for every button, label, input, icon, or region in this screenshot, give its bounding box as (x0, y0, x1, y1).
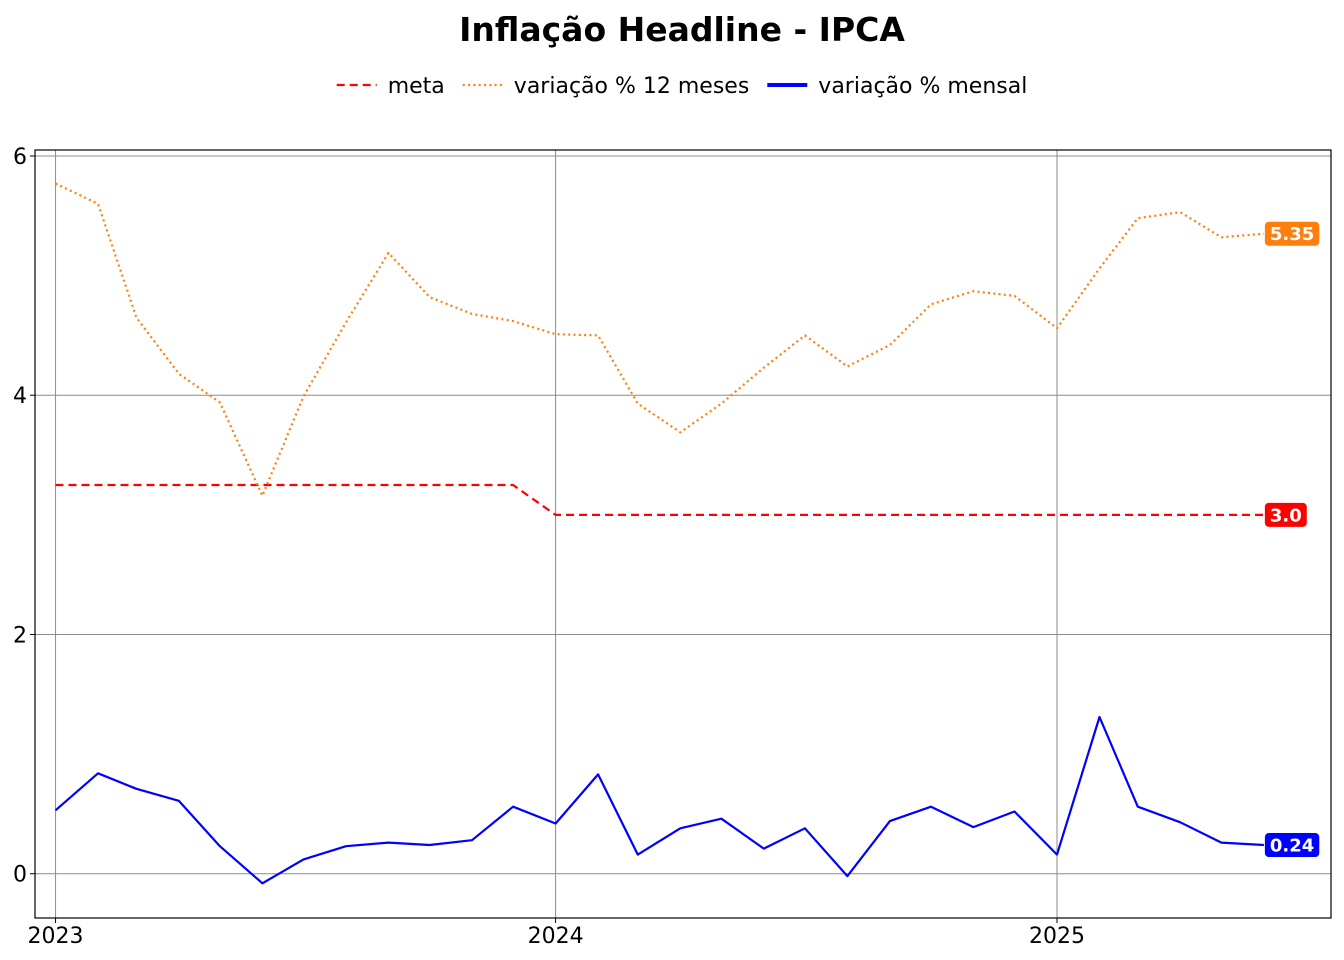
legend-label: variação % 12 meses (514, 74, 749, 99)
axis-ticks: 0 2 4 6 2023 2024 2025 (13, 145, 1085, 949)
series-line-0 (55, 483, 1264, 517)
legend-item-2: variação % mensal (767, 74, 1027, 99)
plot-frame (34, 149, 1332, 919)
chart-title: Inflação Headline - IPCA (459, 10, 905, 49)
end-label-2: 0.24 (1264, 833, 1320, 858)
series-line-2 (54, 715, 1264, 885)
y-tick-label: 4 (13, 384, 27, 409)
y-tick-label: 0 (13, 863, 27, 888)
legend-item-0: meta (336, 74, 445, 99)
end-label-box (1264, 833, 1320, 858)
x-tick-label: 2023 (28, 924, 84, 949)
end-label-text: 5.35 (1270, 224, 1314, 245)
grid (35, 150, 1331, 918)
end-label-0: 3.0 (1264, 502, 1307, 527)
x-tick-label: 2025 (1029, 924, 1085, 949)
legend-item-1: variação % 12 meses (462, 74, 749, 99)
series-lines (54, 182, 1264, 885)
end-label-box (1264, 502, 1307, 527)
legend-label: meta (388, 74, 445, 99)
end-label-box (1264, 221, 1320, 246)
series-line-1 (55, 182, 1264, 497)
end-labels: 3.0 5.35 0.24 (1264, 221, 1320, 858)
end-label-text: 3.0 (1270, 505, 1302, 526)
end-label-text: 0.24 (1270, 836, 1314, 857)
x-tick-label: 2024 (528, 924, 584, 949)
end-label-1: 5.35 (1264, 221, 1320, 246)
legend-label: variação % mensal (818, 74, 1027, 99)
y-tick-label: 6 (13, 145, 27, 170)
legend: meta variação % 12 meses variação % mensal (336, 74, 1027, 99)
y-tick-label: 2 (13, 623, 27, 648)
